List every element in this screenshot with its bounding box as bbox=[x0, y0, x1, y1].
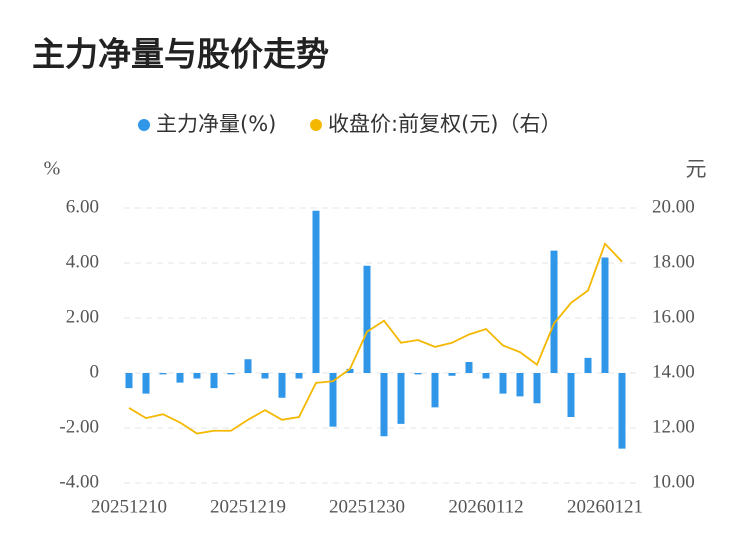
y2-tick-label: 20.00 bbox=[652, 196, 695, 217]
bar bbox=[482, 373, 490, 379]
y-tick-label: -2.00 bbox=[59, 416, 99, 437]
x-tick-label: 20260121 bbox=[567, 496, 643, 517]
bar bbox=[329, 373, 337, 427]
bar bbox=[363, 265, 371, 373]
bar bbox=[261, 373, 269, 379]
y2-tick-label: 18.00 bbox=[652, 251, 695, 272]
bar bbox=[210, 373, 218, 389]
x-tick-label: 20251219 bbox=[210, 496, 286, 517]
bar bbox=[295, 373, 303, 379]
bar bbox=[601, 257, 609, 373]
bar bbox=[346, 368, 354, 373]
bar bbox=[397, 373, 405, 424]
y2-tick-label: 12.00 bbox=[652, 416, 695, 437]
legend-marker bbox=[310, 119, 322, 131]
bar bbox=[312, 210, 320, 373]
bar bbox=[533, 373, 541, 404]
y-axis-label: % bbox=[44, 158, 61, 180]
y2-tick-label: 16.00 bbox=[652, 306, 695, 327]
y2-tick-label: 10.00 bbox=[652, 471, 695, 492]
bar bbox=[244, 359, 252, 373]
legend-label: 主力净量(%) bbox=[156, 112, 276, 136]
bar bbox=[193, 373, 201, 379]
bar bbox=[125, 373, 133, 389]
y-tick-label: 0 bbox=[90, 361, 100, 382]
bar bbox=[431, 373, 439, 408]
price-line bbox=[128, 242, 623, 435]
bar bbox=[176, 373, 184, 383]
bar bbox=[159, 373, 167, 375]
bar bbox=[567, 373, 575, 417]
bar bbox=[380, 373, 388, 437]
bar bbox=[618, 373, 626, 449]
y2-tick-label: 14.00 bbox=[652, 361, 695, 382]
bar bbox=[499, 373, 507, 394]
bar bbox=[142, 373, 150, 394]
bar bbox=[448, 373, 456, 376]
legend-marker bbox=[138, 119, 150, 131]
bar bbox=[516, 373, 524, 397]
bar bbox=[465, 362, 473, 373]
x-tick-label: 20251230 bbox=[329, 496, 405, 517]
y-tick-label: 4.00 bbox=[66, 251, 99, 272]
y-tick-label: -4.00 bbox=[59, 471, 99, 492]
x-tick-label: 20260112 bbox=[448, 496, 523, 517]
bar bbox=[227, 373, 235, 375]
legend-label: 收盘价:前复权(元)（右） bbox=[328, 112, 561, 136]
bar bbox=[550, 250, 558, 373]
bar bbox=[278, 373, 286, 398]
x-tick-label: 20251210 bbox=[91, 496, 167, 517]
bar bbox=[414, 373, 422, 375]
chart-title: 主力净量与股价走势 bbox=[32, 35, 329, 74]
y-tick-label: 2.00 bbox=[66, 306, 99, 327]
y2-axis-label: 元 bbox=[686, 157, 707, 181]
bar bbox=[584, 357, 592, 373]
y-tick-label: 6.00 bbox=[66, 196, 99, 217]
